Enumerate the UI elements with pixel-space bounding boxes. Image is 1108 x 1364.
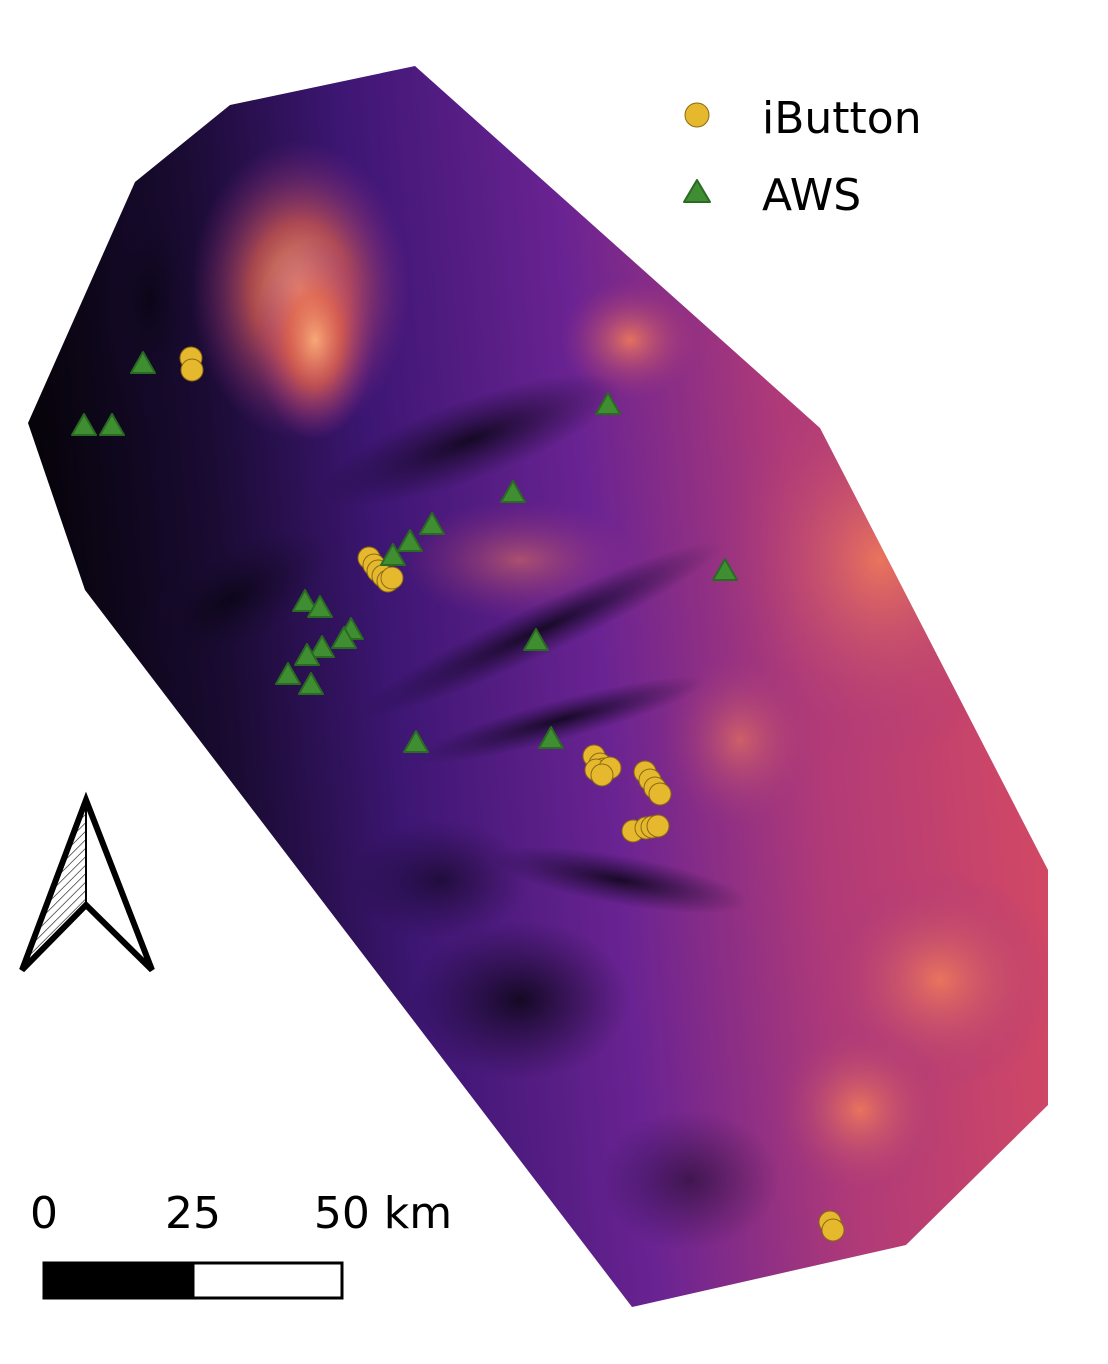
scale-label-0: 0 [30, 1188, 58, 1239]
ibutton-marker [180, 358, 204, 382]
legend-ibutton-symbol [684, 102, 710, 128]
ibutton-marker [590, 763, 614, 787]
ibutton-marker [646, 814, 670, 838]
aws-marker [292, 589, 318, 612]
north-arrow-icon [19, 791, 155, 973]
aws-marker [294, 643, 320, 666]
scale-segment-black [44, 1263, 193, 1298]
aws-marker [403, 730, 429, 753]
aws-marker [130, 351, 156, 374]
aws-markers [71, 351, 738, 753]
aws-marker [523, 628, 549, 651]
scale-label-50km: 50 km [314, 1188, 452, 1239]
ibutton-markers [179, 346, 845, 1242]
aws-marker [380, 543, 406, 566]
aws-marker [712, 558, 738, 581]
ibutton-marker [821, 1218, 845, 1242]
aws-marker [298, 672, 324, 695]
legend: iButton AWS [683, 93, 922, 221]
ibutton-marker [380, 566, 404, 590]
ibutton-marker [648, 782, 672, 806]
aws-marker [71, 413, 97, 436]
aws-marker [331, 626, 357, 649]
aws-marker [595, 392, 621, 415]
aws-marker [309, 635, 335, 658]
aws-marker [307, 595, 333, 618]
aws-marker [419, 512, 445, 535]
legend-aws-label: AWS [762, 170, 861, 221]
aws-marker [500, 480, 526, 503]
scale-bar: 0 25 50 km [30, 1188, 452, 1300]
aws-marker [397, 529, 423, 552]
aws-marker [99, 413, 125, 436]
legend-ibutton-label: iButton [762, 93, 922, 144]
legend-aws-symbol [683, 179, 711, 203]
aws-marker [538, 726, 564, 749]
scale-segment-white [191, 1261, 344, 1300]
scale-label-25: 25 [165, 1188, 221, 1239]
aws-marker [275, 662, 301, 685]
